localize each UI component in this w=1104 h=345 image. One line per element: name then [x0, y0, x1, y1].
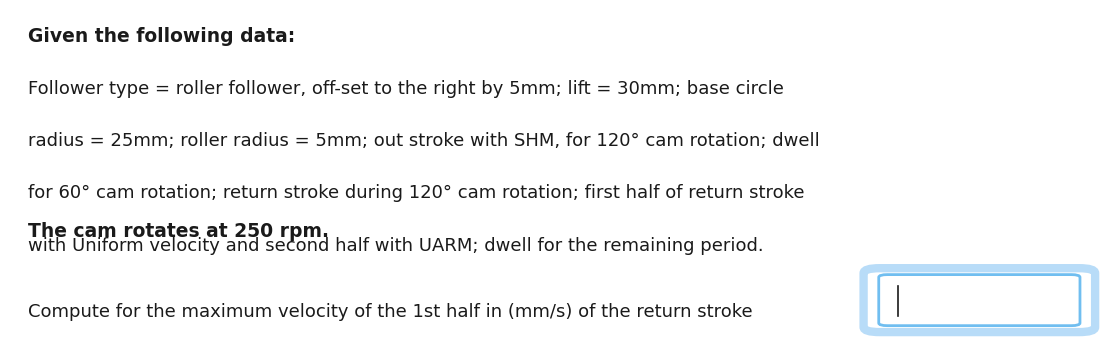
Text: radius = 25mm; roller radius = 5mm; out stroke with SHM, for 120° cam rotation; : radius = 25mm; roller radius = 5mm; out … [29, 132, 820, 150]
Text: with Uniform velocity and second half with UARM; dwell for the remaining period.: with Uniform velocity and second half wi… [29, 237, 764, 255]
Text: Compute for the maximum velocity of the 1st half in (mm/s) of the return stroke: Compute for the maximum velocity of the … [29, 303, 753, 321]
Text: Follower type = roller follower, off-set to the right by 5mm; lift = 30mm; base : Follower type = roller follower, off-set… [29, 79, 784, 98]
FancyBboxPatch shape [863, 268, 1095, 332]
Text: for 60° cam rotation; return stroke during 120° cam rotation; first half of retu: for 60° cam rotation; return stroke duri… [29, 184, 805, 202]
FancyBboxPatch shape [879, 275, 1080, 326]
Text: The cam rotates at 250 rpm.: The cam rotates at 250 rpm. [29, 221, 329, 240]
Text: Given the following data:: Given the following data: [29, 27, 296, 46]
